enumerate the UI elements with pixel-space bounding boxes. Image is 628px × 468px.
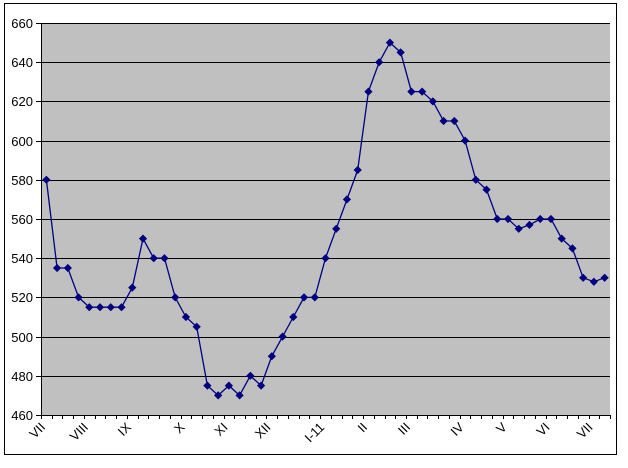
data-point-marker [525,220,534,229]
data-point-marker [256,381,266,390]
data-point-marker [138,234,148,243]
data-point-marker [364,87,373,96]
data-point-marker [278,332,287,341]
data-point-marker [160,254,169,263]
data-point-marker [557,234,566,243]
data-point-marker [267,352,276,361]
data-point-marker [321,254,330,263]
data-point-marker [224,381,233,390]
data-point-marker [63,263,72,273]
data-point-marker [396,48,405,57]
data-point-marker [128,283,137,292]
y-axis-label: 540 [11,251,33,266]
y-axis-label: 560 [11,212,33,227]
data-point-marker [289,312,298,322]
y-axis-label: 480 [11,369,33,384]
data-point-marker [450,116,459,126]
data-point-marker [181,312,191,322]
y-axis-label: 460 [11,408,33,423]
data-point-marker [503,214,513,224]
data-point-marker [482,185,491,194]
data-point-marker [418,87,427,96]
data-point-marker [192,322,201,331]
y-axis-label: 640 [11,55,33,70]
data-point-marker [342,195,352,204]
data-point-marker [74,293,83,302]
y-axis-label: 600 [11,134,33,149]
data-point-marker [85,303,94,312]
data-point-marker [149,254,158,263]
y-axis-label: 500 [11,330,33,345]
data-point-marker [332,224,341,233]
data-point-marker [471,175,480,184]
data-point-marker [52,263,62,273]
data-point-marker [600,273,609,282]
data-point-marker [246,371,255,380]
data-point-marker [353,165,362,175]
data-point-marker [536,214,545,224]
data-point-marker [106,303,115,312]
data-point-marker [299,293,309,302]
data-point-marker [439,116,448,126]
y-axis-label: 580 [11,173,33,188]
data-point-marker [117,303,126,312]
y-axis-label: 620 [11,94,33,109]
data-point-marker [546,214,556,224]
data-point-marker [214,391,223,400]
data-point-marker [428,97,437,106]
data-point-marker [514,224,523,233]
data-point-marker [42,175,51,184]
data-point-marker [385,38,395,47]
y-axis-label: 660 [11,16,33,31]
data-point-marker [493,214,502,224]
data-point-marker [95,303,105,312]
data-point-marker [407,87,416,96]
data-point-marker [375,58,384,67]
data-point-marker [203,381,212,390]
data-point-marker [171,293,180,302]
y-axis-label: 520 [11,290,33,305]
data-point-marker [460,136,470,145]
data-point-marker [310,293,319,302]
data-point-marker [579,273,588,282]
data-point-marker [235,391,244,400]
data-point-marker [589,277,599,286]
data-point-marker [568,244,577,253]
